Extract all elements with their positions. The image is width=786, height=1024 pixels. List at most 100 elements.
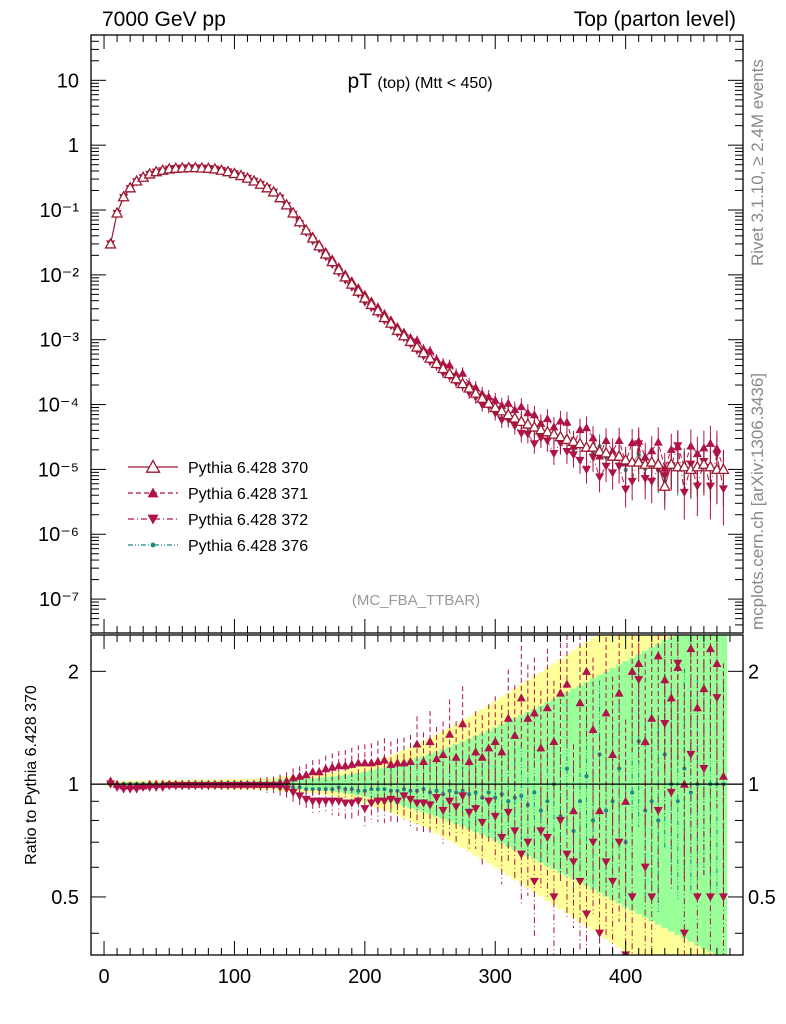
data-point (293, 215, 306, 227)
data-point (358, 291, 371, 303)
data-point (490, 395, 500, 404)
data-point (332, 263, 345, 275)
ratio-point (301, 795, 311, 804)
ratio-point (516, 693, 526, 702)
data-point (104, 237, 117, 249)
ratio-point (523, 838, 533, 847)
data-point (573, 437, 587, 449)
series-line (110, 167, 724, 488)
ratio-point (497, 833, 507, 843)
ratio-point (405, 756, 415, 765)
data-point (228, 167, 241, 179)
ratio-point (353, 797, 363, 806)
ratio-point (321, 764, 331, 773)
data-point (547, 427, 561, 439)
ratio-point (334, 761, 344, 770)
ratio-point (584, 774, 589, 779)
ratio-y-tick-label: 2 (68, 661, 79, 683)
data-point (705, 438, 715, 447)
ratio-point (360, 758, 370, 767)
data-point (704, 460, 717, 472)
ratio-point (321, 797, 331, 806)
ratio-point (686, 750, 696, 759)
data-point (371, 304, 384, 316)
legend-item-0: Pythia 6.428 370 (128, 459, 308, 477)
ratio-point (379, 797, 389, 806)
data-point (221, 165, 235, 177)
data-point (510, 405, 520, 414)
ratio-point (519, 793, 524, 798)
data-point (523, 408, 533, 417)
ratio-point (532, 790, 537, 795)
y-tick-label: 10⁻² (40, 265, 80, 287)
ratio-point (538, 808, 543, 813)
data-point (515, 415, 528, 427)
data-point (412, 335, 422, 344)
ratio-point (705, 644, 715, 653)
data-point (549, 450, 559, 459)
ratio-point (621, 796, 631, 805)
ratio-point (373, 797, 383, 806)
ratio-point (340, 761, 350, 770)
ratio-point (666, 788, 676, 797)
data-point (562, 447, 572, 457)
ratio-point (582, 666, 592, 675)
legend-marker (147, 487, 159, 498)
ratio-point (125, 781, 135, 790)
data-point (560, 433, 574, 445)
data-point (614, 435, 624, 445)
ratio-point (634, 676, 644, 685)
ratio-point (688, 790, 693, 795)
ratio-point (288, 788, 298, 797)
data-point (613, 449, 626, 461)
ratio-point (366, 758, 376, 767)
ratio-point (438, 806, 448, 816)
ratio-point (506, 799, 511, 804)
x-tick-label: 200 (348, 966, 381, 988)
data-point (502, 408, 515, 420)
ratio-point (614, 688, 624, 697)
ratio-point (542, 703, 552, 712)
ratio-point (555, 816, 565, 825)
ratio-point (340, 799, 350, 808)
ratio-point (653, 806, 663, 816)
ratio-point (634, 658, 644, 667)
ratio-point (601, 708, 611, 717)
data-point (124, 181, 137, 193)
legend-marker (145, 459, 161, 473)
y-tick-label: 10⁻¹ (40, 200, 80, 222)
ratio-point (562, 850, 572, 859)
x-tick-label: 0 (98, 966, 109, 988)
legend-marker (150, 542, 156, 548)
legend-item-1: Pythia 6.428 371 (128, 486, 308, 503)
ratio-point (536, 743, 546, 752)
ratio-point (334, 797, 344, 806)
ratio-point (595, 806, 605, 815)
ratio-point (484, 797, 494, 806)
ratio-point (347, 759, 357, 768)
data-point (582, 466, 592, 475)
data-point (404, 335, 417, 347)
ratio-point (503, 808, 513, 818)
ratio-point (588, 724, 598, 733)
data-point (489, 401, 502, 413)
ratio-point (471, 805, 481, 814)
data-point (627, 437, 637, 447)
ratio-point (660, 675, 670, 684)
ratio-point (705, 893, 715, 902)
ratio-point (523, 713, 533, 722)
data-point (575, 424, 585, 434)
y-tick-label: 10⁻⁴ (38, 395, 79, 417)
ratio-point (588, 838, 598, 847)
ratio-point (132, 781, 142, 790)
data-point (593, 444, 606, 456)
ratio-point (314, 767, 324, 776)
ratio-point (471, 747, 481, 756)
ratio-point (484, 743, 494, 752)
data-point (410, 340, 424, 352)
ratio-point (575, 698, 585, 707)
data-point (254, 177, 267, 189)
ratio-point (595, 929, 605, 938)
data-point (306, 231, 319, 243)
ratio-point (451, 803, 461, 812)
